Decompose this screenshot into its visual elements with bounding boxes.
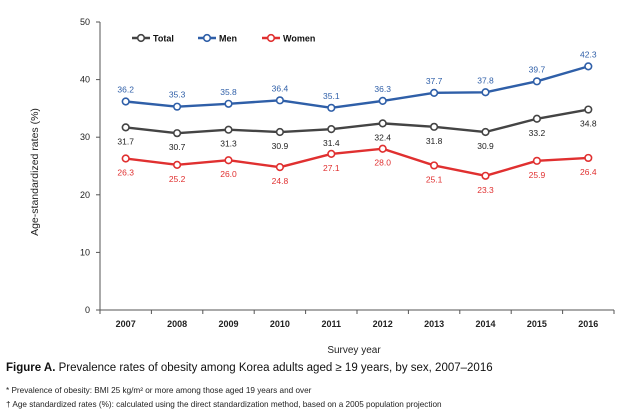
series-line-total bbox=[125, 108, 589, 135]
data-label-men: 39.7 bbox=[529, 64, 546, 74]
data-label-women: 25.2 bbox=[169, 174, 186, 184]
data-point-total bbox=[584, 105, 593, 114]
data-point-men bbox=[224, 99, 233, 108]
data-label-total: 30.9 bbox=[477, 141, 494, 151]
x-tick-label: 2013 bbox=[424, 319, 444, 329]
data-label-men: 36.3 bbox=[374, 84, 391, 94]
y-tick-label: 40 bbox=[80, 75, 90, 85]
data-label-men: 37.7 bbox=[426, 76, 443, 86]
data-point-women bbox=[378, 144, 387, 153]
figure-caption-label: Figure A. bbox=[6, 362, 56, 374]
series-line-men bbox=[125, 65, 589, 110]
data-label-total: 31.7 bbox=[117, 136, 134, 146]
data-label-women: 25.1 bbox=[426, 174, 443, 184]
series-line-women bbox=[125, 147, 589, 177]
legend-marker-total bbox=[136, 33, 146, 43]
data-point-total bbox=[378, 119, 387, 128]
data-point-men bbox=[173, 102, 182, 111]
x-axis-label: Survey year bbox=[327, 345, 381, 356]
chart-series: 31.7 30.7 31.3 30.9 31.4 32.4 31.8 30.9 33.2 34.8… bbox=[117, 49, 596, 194]
x-tick-label: 2014 bbox=[475, 319, 495, 329]
data-point-total bbox=[224, 125, 233, 134]
x-tick-label: 2010 bbox=[270, 319, 290, 329]
x-tick-label: 2016 bbox=[578, 319, 598, 329]
data-label-women: 26.0 bbox=[220, 169, 237, 179]
legend-marker-women bbox=[266, 33, 276, 43]
data-label-total: 34.8 bbox=[580, 119, 597, 129]
chart-axes: 0 10 20 30 40 50 2007 2008 2009 2010 2011 2012 2013 2… bbox=[80, 17, 615, 329]
data-point-women bbox=[481, 171, 490, 180]
data-label-women: 26.3 bbox=[117, 168, 134, 178]
data-label-men: 36.2 bbox=[117, 84, 134, 94]
data-label-total: 31.3 bbox=[220, 139, 237, 149]
data-point-women bbox=[584, 153, 593, 163]
data-label-women: 27.1 bbox=[323, 163, 340, 173]
data-point-women bbox=[173, 160, 182, 169]
legend-label-men: Men bbox=[219, 34, 237, 44]
y-axis-label: Age-standardized rates (%) bbox=[29, 108, 41, 236]
data-point-men bbox=[121, 97, 130, 106]
data-point-men bbox=[327, 103, 336, 112]
data-point-total bbox=[121, 123, 130, 132]
data-label-women: 25.9 bbox=[529, 170, 546, 180]
legend-marker-men bbox=[202, 33, 212, 43]
x-tick-label: 2009 bbox=[218, 319, 238, 329]
x-tick-label: 2008 bbox=[167, 319, 187, 329]
data-label-total: 33.2 bbox=[529, 128, 546, 138]
y-tick-label: 20 bbox=[80, 190, 90, 200]
data-point-men bbox=[584, 62, 593, 71]
chart-legend: Total Men Women bbox=[132, 34, 315, 44]
figure-caption-text: Prevalence rates of obesity among Korea … bbox=[55, 362, 493, 374]
x-tick-label: 2015 bbox=[527, 319, 547, 329]
y-tick-label: 50 bbox=[80, 17, 90, 27]
footnote-age-standardization: † Age standardized rates (%): calculated… bbox=[6, 400, 442, 409]
data-point-total bbox=[481, 127, 490, 137]
data-label-men: 42.3 bbox=[580, 49, 597, 59]
line-chart: 0 10 20 30 40 50 2007 2008 2009 2010 2011 2012 2013 2… bbox=[29, 17, 615, 356]
data-point-total bbox=[275, 127, 285, 137]
data-point-men bbox=[430, 88, 439, 97]
data-label-men: 35.8 bbox=[220, 87, 237, 97]
data-label-women: 28.0 bbox=[374, 158, 391, 168]
figure-caption: Figure A. Prevalence rates of obesity am… bbox=[6, 362, 493, 374]
data-label-total: 30.7 bbox=[169, 142, 186, 152]
data-label-men: 37.8 bbox=[477, 75, 494, 85]
data-point-total bbox=[327, 125, 336, 134]
legend-label-total: Total bbox=[153, 34, 174, 44]
data-label-women: 23.3 bbox=[477, 185, 494, 195]
footnote-obesity-definition: * Prevalence of obesity: BMI 25 kg/m² or… bbox=[6, 386, 312, 395]
data-point-women bbox=[275, 163, 285, 172]
data-point-women bbox=[532, 156, 542, 165]
data-label-total: 31.4 bbox=[323, 138, 340, 148]
data-label-men: 35.1 bbox=[323, 91, 340, 101]
y-tick-label: 30 bbox=[80, 132, 90, 142]
data-label-total: 32.4 bbox=[374, 132, 391, 142]
data-point-women bbox=[327, 149, 336, 159]
y-tick-label: 10 bbox=[80, 247, 90, 257]
data-point-men bbox=[532, 77, 542, 86]
data-point-men bbox=[378, 96, 387, 106]
x-tick-label: 2012 bbox=[373, 319, 393, 329]
data-point-men bbox=[481, 88, 490, 97]
data-point-total bbox=[430, 122, 439, 131]
data-point-total bbox=[173, 129, 182, 138]
data-point-women bbox=[224, 156, 233, 165]
data-point-women bbox=[121, 154, 130, 163]
data-point-total bbox=[532, 114, 542, 123]
x-tick-label: 2007 bbox=[116, 319, 136, 329]
data-label-total: 31.8 bbox=[426, 136, 443, 146]
data-label-total: 30.9 bbox=[272, 141, 289, 151]
data-point-women bbox=[430, 161, 439, 170]
data-label-women: 26.4 bbox=[580, 167, 597, 177]
data-label-men: 36.4 bbox=[272, 83, 289, 93]
y-tick-label: 0 bbox=[85, 305, 90, 315]
data-point-men bbox=[275, 96, 285, 105]
x-tick-label: 2011 bbox=[322, 319, 342, 329]
data-label-women: 24.8 bbox=[272, 176, 289, 186]
data-label-men: 35.3 bbox=[169, 90, 186, 100]
legend-label-women: Women bbox=[283, 34, 315, 44]
